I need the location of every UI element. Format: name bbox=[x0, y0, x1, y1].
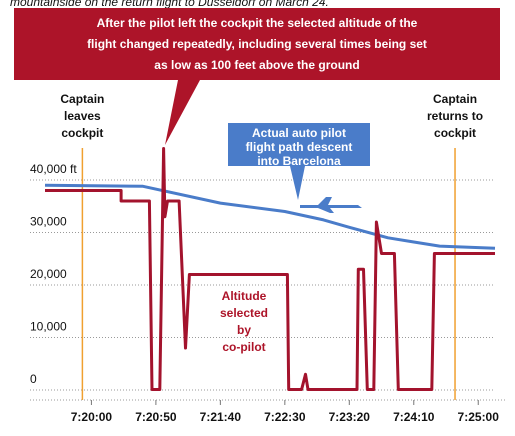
event-label: Captain bbox=[60, 92, 104, 106]
y-tick-label: 20,000 bbox=[30, 267, 67, 281]
series-label: by bbox=[237, 323, 251, 337]
callout-text: into Barcelona bbox=[257, 154, 341, 168]
series-line bbox=[45, 147, 495, 391]
event-label: Captain bbox=[433, 92, 477, 106]
series-label: co-pilot bbox=[222, 340, 265, 354]
callout-text: flight changed repeatedly, including sev… bbox=[87, 37, 427, 51]
callout-box bbox=[228, 123, 370, 200]
callout-box bbox=[14, 8, 500, 145]
callout-text: flight path descent bbox=[246, 140, 353, 154]
plane-icon bbox=[300, 197, 362, 213]
series-line bbox=[44, 183, 496, 250]
callout-text: Actual auto pilot bbox=[252, 126, 346, 140]
series-label: Altitude bbox=[222, 289, 267, 303]
event-label: cockpit bbox=[434, 126, 476, 140]
x-tick-label: 7:24:10 bbox=[393, 410, 435, 424]
callout-text: After the pilot left the cockpit the sel… bbox=[97, 16, 418, 30]
x-tick-label: 7:22:30 bbox=[264, 410, 306, 424]
x-tick-label: 7:21:40 bbox=[200, 410, 242, 424]
event-label: returns to bbox=[427, 109, 483, 123]
callout-text: as low as 100 feet above the ground bbox=[154, 58, 359, 72]
x-tick-label: 7:20:50 bbox=[135, 410, 177, 424]
y-tick-label: 10,000 bbox=[30, 320, 67, 334]
x-tick-label: 7:25:00 bbox=[458, 410, 500, 424]
x-tick-label: 7:20:00 bbox=[71, 410, 113, 424]
series-label: selected bbox=[220, 306, 268, 320]
y-tick-label: 30,000 bbox=[30, 215, 67, 229]
event-label: cockpit bbox=[61, 126, 103, 140]
x-tick-label: 7:23:20 bbox=[329, 410, 371, 424]
event-label: leaves bbox=[64, 109, 101, 123]
y-tick-label: 40,000 ft bbox=[30, 162, 77, 176]
chart-subtitle: mountainside on the return flight to Düs… bbox=[10, 0, 329, 9]
y-tick-label: 0 bbox=[30, 372, 37, 386]
